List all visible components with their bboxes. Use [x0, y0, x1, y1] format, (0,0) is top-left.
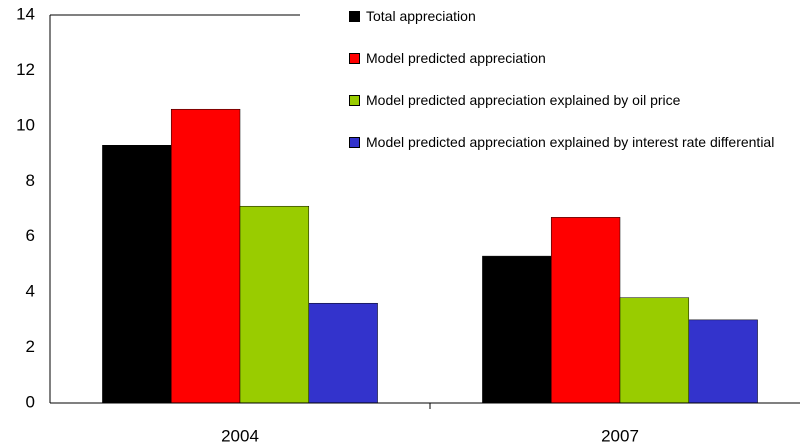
legend-label: Model predicted appreciation explained b…	[366, 92, 681, 108]
bar	[102, 145, 172, 404]
bar	[482, 255, 552, 404]
y-tick-label: 8	[26, 171, 35, 190]
bar	[239, 205, 310, 404]
bar	[688, 319, 758, 404]
legend-label: Model predicted appreciation explained b…	[366, 134, 775, 150]
bar	[170, 108, 241, 404]
legend-item: Model predicted appreciation explained b…	[349, 92, 789, 134]
legend-swatch	[349, 11, 360, 22]
legend: Total appreciation Model predicted apprec…	[349, 8, 789, 176]
bar	[619, 297, 690, 404]
legend-swatch	[349, 53, 360, 64]
bar	[308, 302, 378, 404]
legend-label: Model predicted appreciation	[366, 50, 546, 66]
y-tick-label: 14	[16, 4, 35, 23]
x-tick-label: 2004	[221, 426, 259, 445]
y-tick-label: 6	[26, 226, 35, 245]
y-tick-label: 4	[26, 282, 35, 301]
y-tick-label: 10	[16, 115, 35, 134]
legend-swatch	[349, 137, 360, 148]
y-tick-label: 12	[16, 60, 35, 79]
y-tick-label: 0	[26, 392, 35, 411]
y-tick-label: 2	[26, 337, 35, 356]
bar	[550, 217, 621, 404]
legend-item: Model predicted appreciation	[349, 50, 789, 92]
legend-item: Model predicted appreciation explained b…	[349, 134, 789, 176]
x-tick-label: 2007	[601, 426, 639, 445]
legend-swatch	[349, 95, 360, 106]
legend-label: Total appreciation	[366, 8, 476, 24]
legend-item: Total appreciation	[349, 8, 789, 50]
